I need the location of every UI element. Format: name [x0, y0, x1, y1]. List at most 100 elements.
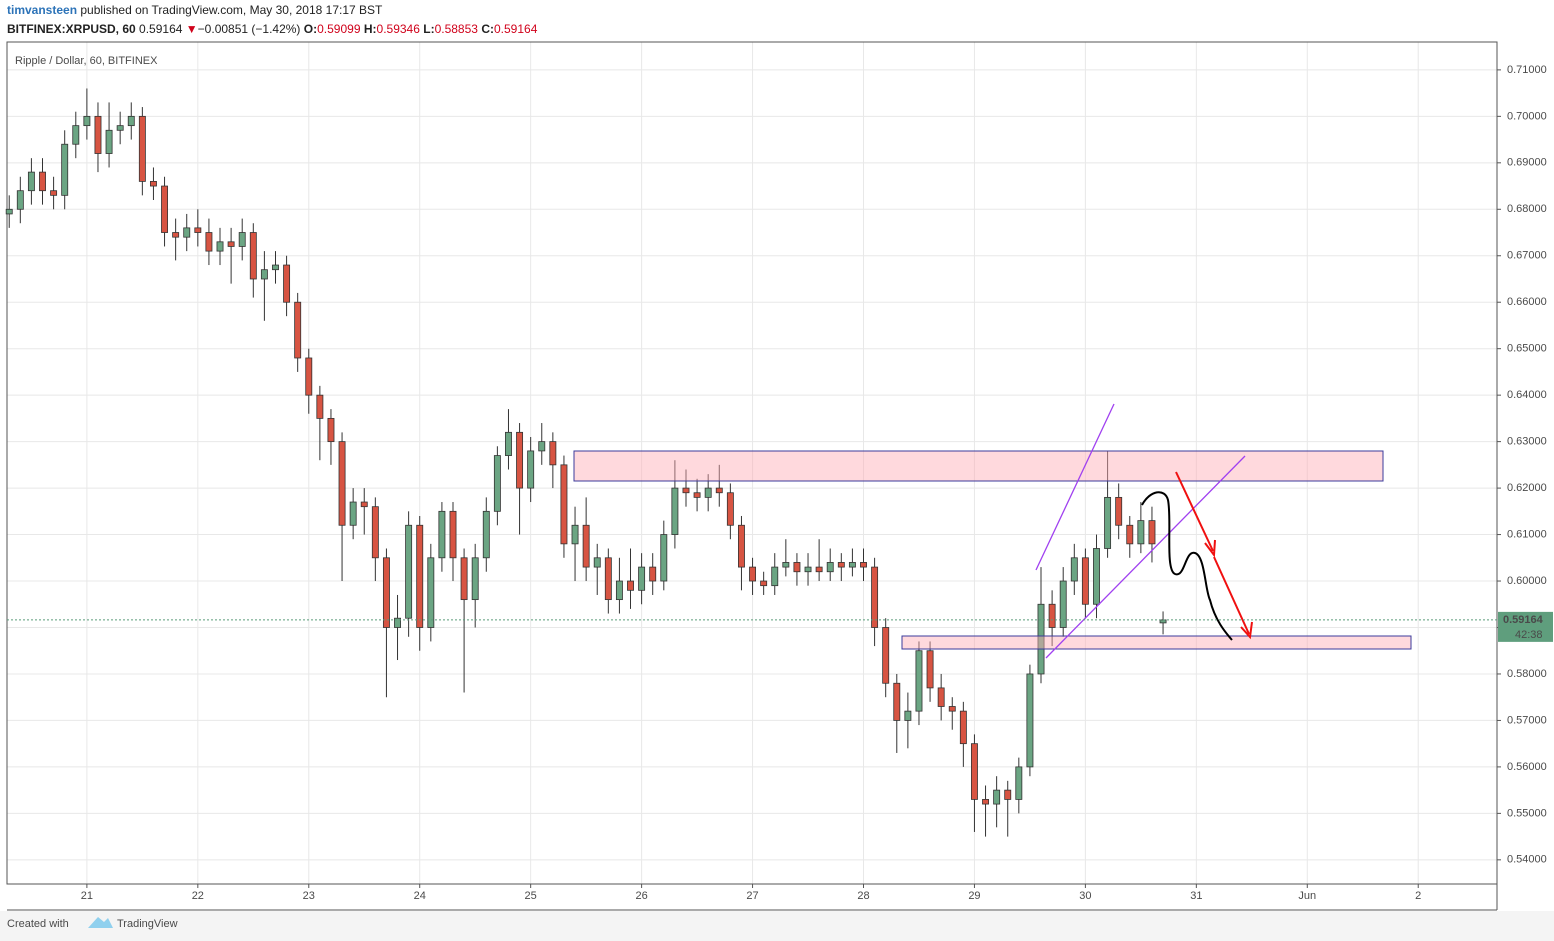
candle-body [50, 190, 58, 196]
published: published on TradingView.com, May 30, 20… [80, 3, 383, 17]
candle-body [726, 492, 734, 526]
candle-body [915, 650, 923, 712]
candle-body [660, 534, 668, 582]
y-tick-label: 0.61000 [1507, 528, 1547, 540]
candle-body [649, 566, 657, 582]
footer-created: Created with [7, 918, 69, 930]
candle-body [27, 171, 35, 192]
candle-body [948, 706, 956, 712]
candle-body [848, 562, 856, 568]
x-tick-label: 27 [746, 890, 758, 902]
candle-body [693, 492, 701, 498]
y-tick-label: 0.56000 [1507, 761, 1547, 773]
candle-body [249, 232, 257, 280]
y-tick-label: 0.58000 [1507, 668, 1547, 680]
y-tick-label: 0.57000 [1507, 714, 1547, 726]
candle-body [1004, 789, 1012, 800]
candle-body [216, 241, 224, 252]
x-tick-label: 29 [968, 890, 980, 902]
author[interactable]: timvansteen [7, 3, 77, 17]
y-tick-label: 0.68000 [1507, 203, 1547, 215]
change: −0.00851 (−1.42%) [198, 22, 301, 36]
candle-body [105, 129, 113, 154]
trend-line [1035, 403, 1115, 571]
footer-brand[interactable]: TradingView [117, 918, 178, 930]
candle-body [937, 687, 945, 707]
candle-body [1059, 580, 1067, 628]
footer-bar [0, 911, 1554, 941]
candle-body [305, 357, 313, 396]
candle-body [349, 501, 357, 526]
y-tick-label: 0.54000 [1507, 854, 1547, 866]
candle-body [405, 524, 413, 619]
candles [5, 88, 1167, 837]
candle-body [893, 682, 901, 721]
candle-body [1115, 496, 1123, 526]
candle-body [294, 301, 302, 359]
x-tick-label: 24 [414, 890, 426, 902]
candle-body [172, 232, 180, 238]
candle-body [1137, 520, 1145, 545]
resistance-zone [573, 450, 1384, 482]
candle-body [183, 227, 191, 238]
candle-body [671, 487, 679, 535]
x-tick-label: 22 [192, 890, 204, 902]
price: 0.59164 [139, 22, 183, 36]
candle-body [527, 450, 535, 489]
x-tick-label: 2 [1415, 890, 1421, 902]
candle-body [482, 510, 490, 559]
candle-body [1037, 603, 1045, 675]
candle-body [760, 580, 768, 587]
ohlc-label: C: [481, 22, 494, 36]
y-tick-label: 0.62000 [1507, 482, 1547, 494]
x-tick-label: 28 [857, 890, 869, 902]
y-tick-label: 0.60000 [1507, 575, 1547, 587]
candle-body [826, 562, 834, 573]
candle-body [316, 394, 324, 419]
y-tick-label: 0.69000 [1507, 157, 1547, 169]
projection-curve [1141, 491, 1233, 641]
y-tick-label: 0.63000 [1507, 436, 1547, 448]
last-price-box [1498, 611, 1553, 642]
ohlc-value: 0.59164 [494, 22, 538, 36]
candle-body [904, 710, 912, 721]
candle-body [61, 143, 69, 196]
candle-body [704, 487, 712, 498]
candle-body [382, 557, 390, 628]
candle-body [1026, 673, 1034, 768]
candle-body [416, 524, 424, 628]
candle-body [94, 115, 102, 154]
candle-body [338, 441, 346, 526]
candle-body [505, 431, 512, 456]
candle-body [970, 743, 978, 800]
ohlc-label: L: [423, 22, 434, 36]
candle-body [1048, 603, 1056, 628]
candle-body [227, 241, 235, 247]
candle-body [860, 562, 867, 568]
ohlc-label: O: [304, 22, 317, 36]
candle-body [1093, 548, 1100, 605]
candle-body [83, 115, 91, 127]
candle-body [1104, 496, 1112, 549]
candle-body [593, 557, 601, 568]
candle-body [1015, 766, 1023, 800]
grid [7, 42, 1497, 884]
candle-body [460, 557, 468, 601]
x-tick-label: 23 [303, 890, 315, 902]
drawings [573, 403, 1412, 659]
candle-body [360, 501, 368, 508]
candle-body [394, 617, 401, 628]
ohlc-value: 0.58853 [435, 22, 479, 36]
arrow-head [1240, 621, 1253, 640]
candle-body [538, 441, 546, 452]
candle-body [327, 417, 335, 443]
candle-body [715, 487, 723, 494]
y-tick-label: 0.71000 [1507, 64, 1547, 76]
candle-body [72, 125, 80, 145]
candle-body [959, 710, 967, 745]
x-tick-label: 21 [81, 890, 93, 902]
candle-body [582, 524, 590, 568]
candle-body [194, 227, 202, 233]
arrow-head [1204, 539, 1216, 558]
